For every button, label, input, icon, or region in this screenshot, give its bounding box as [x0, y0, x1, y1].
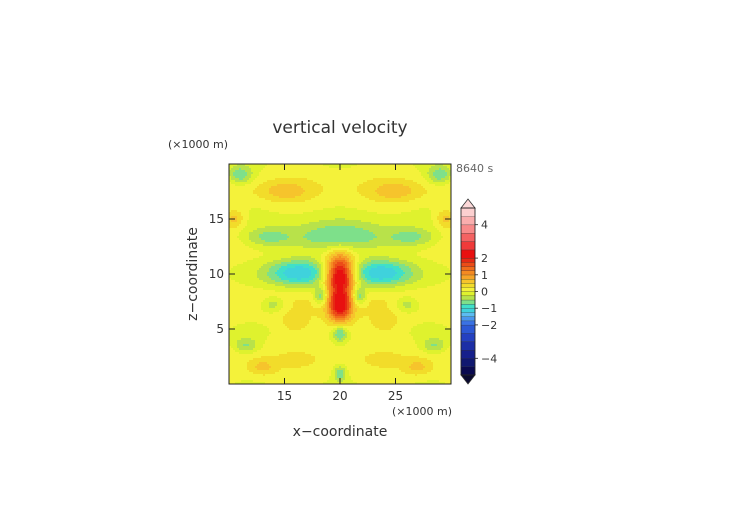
- colorbar-segment: [460, 287, 476, 292]
- time-label: 8640 s: [456, 162, 493, 175]
- colorbar-segment: [460, 207, 476, 217]
- colorbar-extend-top: [460, 198, 476, 209]
- x-axis-label: x−coordinate: [293, 424, 388, 440]
- colorbar-segment: [460, 366, 476, 376]
- colorbar-segment: [460, 333, 476, 342]
- colorbar-segment: [460, 316, 476, 322]
- colorbar-segment: [460, 216, 476, 226]
- colorbar: 4 2 1 0 −1 −2 −4: [460, 198, 497, 385]
- colorbar-segment: [460, 224, 476, 234]
- colorbar-segment: [460, 241, 476, 251]
- colorbar-segment: [460, 249, 476, 259]
- colorbar-segment: [460, 312, 476, 317]
- colorbar-segment: [460, 341, 476, 351]
- x-tick-label: 20: [332, 389, 347, 403]
- colorbar-tick-label: 0: [481, 286, 488, 299]
- colorbar-segment: [460, 299, 476, 305]
- colorbar-segment: [460, 358, 476, 367]
- colorbar-segment: [460, 308, 476, 313]
- colorbar-extend-bottom: [460, 374, 476, 385]
- colorbar-segment: [460, 320, 476, 326]
- colorbar-tick-label: 2: [481, 252, 488, 265]
- y-tick-label: 5: [216, 322, 224, 336]
- colorbar-segment: [460, 282, 476, 288]
- colorbar-segment: [460, 270, 476, 276]
- colorbar-tick-label: −1: [481, 302, 497, 315]
- y-tick-label: 10: [209, 267, 224, 281]
- colorbar-segment: [460, 303, 476, 309]
- colorbar-segment: [460, 232, 476, 242]
- x-axis-unit: (×1000 m): [392, 405, 452, 418]
- y-axis-label: z−coordinate: [185, 227, 201, 321]
- colorbar-segment: [460, 266, 476, 271]
- x-tick-label: 15: [277, 389, 292, 403]
- colorbar-segment: [460, 291, 476, 297]
- colorbar-segment: [460, 324, 476, 334]
- colorbar-segment: [460, 295, 476, 301]
- colorbar-tick-label: −4: [481, 352, 497, 365]
- colorbar-segment: [460, 257, 476, 263]
- colorbar-segment: [460, 349, 476, 359]
- colorbar-tick-label: 4: [481, 219, 488, 232]
- y-tick-label: 15: [209, 212, 224, 226]
- x-tick-label: 25: [388, 389, 403, 403]
- x-ticks: 15 20 25: [277, 164, 403, 403]
- y-axis-unit: (×1000 m): [168, 138, 228, 151]
- colorbar-tick-label: −2: [481, 319, 497, 332]
- colorbar-tick-label: 1: [481, 269, 488, 282]
- colorbar-segment: [460, 278, 476, 284]
- colorbar-segment: [460, 274, 476, 280]
- heatmap-field: [229, 164, 452, 385]
- chart-title: vertical velocity: [272, 118, 407, 138]
- y-ticks: 5 10 15: [209, 212, 451, 336]
- colorbar-segment: [460, 262, 476, 267]
